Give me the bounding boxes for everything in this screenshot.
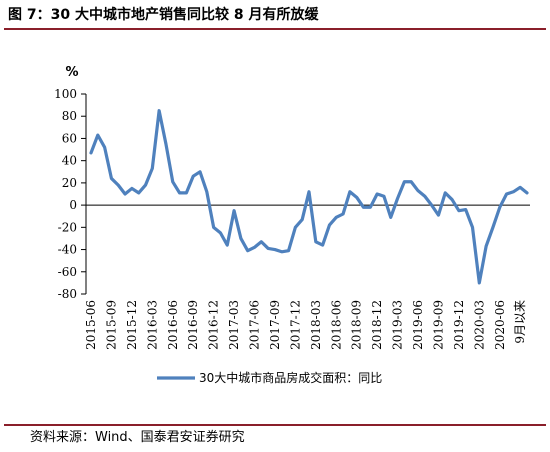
x-tick-label: 2019-03: [391, 300, 405, 350]
legend-label: 30大中城市商品房成交面积：同比: [199, 370, 382, 385]
footer-divider: [4, 424, 546, 426]
series-layer: [89, 109, 529, 285]
x-tick-label: 2018-06: [329, 300, 343, 350]
series-line: [89, 109, 529, 285]
y-tick-label: 100: [54, 87, 77, 101]
y-tick-label: 60: [62, 131, 77, 145]
x-axis: 2015-06 2015-09 2015-12 2016-03 2016-06 2016-…: [84, 204, 530, 350]
y-tick-label: 0: [69, 198, 77, 212]
x-tick-label: 2016-06: [166, 300, 180, 350]
x-tick-label: 2020-03: [472, 300, 486, 350]
y-tick-label: -60: [58, 265, 77, 279]
x-tick-label: 2018-12: [370, 300, 384, 350]
x-tick-label: 2019-09: [431, 300, 445, 350]
x-tick-label: 2016-09: [186, 300, 200, 350]
chart-title: 图 7：30 大中城市地产销售同比较 8 月有所放缓: [8, 7, 319, 23]
y-tick-label: -40: [58, 243, 77, 257]
source-note: 资料来源：Wind、国泰君安证券研究: [30, 430, 245, 445]
y-tick-label: 80: [62, 109, 77, 123]
x-tick-label: 2018-03: [309, 300, 323, 350]
y-axis-unit: %: [65, 65, 78, 80]
x-tick-label: 2017-06: [248, 300, 262, 350]
x-tick-label: 2015-12: [125, 300, 139, 350]
y-axis: 100 80 60 40 20 0 -20 -40 -60 -80%: [54, 65, 87, 301]
legend: 30大中城市商品房成交面积：同比: [157, 370, 382, 385]
y-tick-label: -80: [58, 287, 77, 301]
x-tick-label: 2017-12: [288, 300, 302, 350]
x-tick-label: 2020-06: [493, 300, 507, 350]
title-divider: [4, 28, 546, 30]
x-tick-label: 2017-09: [268, 300, 282, 350]
x-tick-label: 9月以来: [513, 300, 527, 344]
x-tick-label: 2016-12: [207, 300, 221, 350]
x-tick-label: 2019-12: [452, 300, 466, 350]
y-tick-label: -20: [58, 220, 77, 234]
x-tick-label: 2019-06: [411, 300, 425, 350]
x-tick-label: 2015-06: [84, 300, 98, 350]
x-tick-label: 2017-03: [227, 300, 241, 350]
x-tick-label: 2018-09: [350, 300, 364, 350]
x-tick-label: 2015-09: [104, 300, 118, 350]
x-tick-label: 2016-03: [145, 300, 159, 350]
y-tick-label: 20: [62, 176, 77, 190]
y-tick-label: 40: [62, 154, 77, 168]
